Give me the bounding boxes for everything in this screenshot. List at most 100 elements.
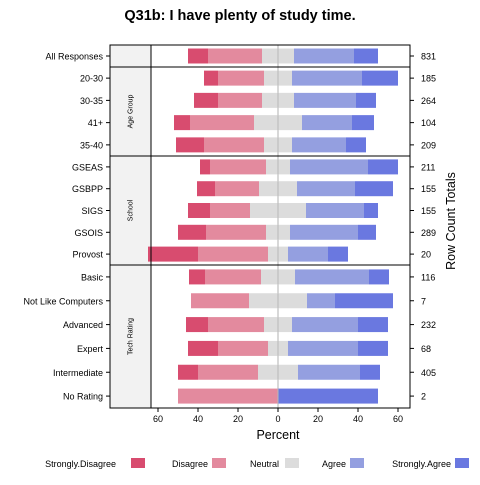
bar-segment-disagree (198, 246, 268, 262)
bar-segment-disagree (206, 224, 266, 240)
bar-segment-strongly-disagree (197, 181, 215, 197)
bar-segment-agree (295, 269, 369, 285)
bar-segment-agree (302, 115, 352, 131)
bar-segment-strongly-disagree (204, 70, 218, 86)
panel-strip (110, 156, 151, 265)
bar-segment-disagree (208, 317, 264, 333)
bar-segment-strongly-agree (352, 115, 374, 131)
panel-strip-label: Age Group (128, 94, 135, 128)
x-tick-label: 60 (153, 414, 163, 424)
bar-segment-strongly-disagree (188, 340, 218, 356)
bar-segment-strongly-agree (358, 224, 376, 240)
bar-segment-agree (290, 224, 358, 240)
bar-segment-disagree (198, 364, 258, 380)
row-label: All Responses (45, 52, 103, 62)
row-label: 20-30 (80, 74, 103, 84)
legend-swatch-disagree (212, 458, 226, 468)
panel-strip (110, 67, 151, 156)
row-total: 232 (421, 320, 436, 330)
row-label: Basic (81, 272, 104, 282)
bar-segment-agree (307, 293, 335, 309)
legend-label: Strongly.Agree (392, 459, 451, 469)
x-tick-label: 40 (353, 414, 363, 424)
panel-strip-label: Tech Rating (128, 318, 135, 355)
bar-segment-agree (292, 317, 358, 333)
bar-segment-disagree (218, 340, 268, 356)
bar-segment-strongly-disagree (200, 159, 210, 175)
bar-segment-strongly-disagree (194, 92, 218, 108)
row-label: GSBPP (72, 184, 103, 194)
x-tick-label: 0 (275, 414, 280, 424)
row-total: 831 (421, 52, 436, 62)
bar-segment-strongly-agree (346, 137, 366, 153)
x-tick-label: 60 (393, 414, 403, 424)
bar-segment-agree (306, 203, 364, 218)
row-total: 155 (421, 184, 436, 194)
row-total: 20 (421, 250, 431, 260)
row-total: 209 (421, 140, 436, 150)
panel-strip-label: School (128, 199, 135, 221)
bar-segment-strongly-agree (354, 48, 378, 64)
bar-segment-strongly-agree (335, 293, 393, 309)
row-total: 104 (421, 118, 436, 128)
row-total: 2 (421, 392, 426, 402)
bar-segment-strongly-disagree (189, 269, 205, 285)
row-label: GSEAS (72, 162, 103, 172)
row-label: Intermediate (53, 368, 103, 378)
legend-label: Strongly.Disagree (45, 459, 116, 469)
bar-segment-strongly-agree (369, 269, 389, 285)
row-total: 116 (421, 272, 435, 282)
bar-segment-disagree (204, 137, 264, 153)
row-label: GSOIS (74, 228, 103, 238)
bar-segment-disagree (215, 181, 259, 197)
row-label: Advanced (63, 320, 103, 330)
row-label: Not Like Computers (23, 296, 103, 306)
bar-segment-strongly-disagree (188, 203, 210, 218)
row-total: 68 (421, 344, 431, 354)
panel-border (109, 264, 411, 409)
bar-segment-strongly-agree (358, 317, 388, 333)
legend-label: Neutral (250, 459, 279, 469)
x-tick-label: 40 (193, 414, 203, 424)
x-axis-label: Percent (256, 428, 300, 442)
row-label: Provost (72, 250, 103, 260)
legend-swatch-strongly-disagree (131, 458, 145, 468)
bar-segment-strongly-agree (328, 246, 348, 262)
bar-segment-agree (294, 92, 356, 108)
row-label: Expert (77, 344, 104, 354)
bar-segment-strongly-disagree (174, 115, 190, 131)
bar-segment-strongly-agree (364, 203, 378, 218)
row-total: 155 (421, 206, 436, 216)
bar-segment-disagree (210, 159, 266, 175)
bar-segment-strongly-agree (358, 340, 388, 356)
right-axis-label: Row Count Totals (444, 172, 458, 270)
row-label: SIGS (81, 206, 103, 216)
bar-segment-strongly-agree (278, 388, 378, 404)
row-label: No Rating (63, 392, 103, 402)
row-total: 289 (421, 228, 436, 238)
bar-segment-disagree (208, 48, 262, 64)
bar-segment-strongly-agree (355, 181, 393, 197)
row-total: 264 (421, 96, 436, 106)
bar-segment-agree (292, 137, 346, 153)
bar-segment-agree (288, 246, 328, 262)
bar-segment-agree (288, 340, 358, 356)
bar-segment-strongly-disagree (188, 48, 208, 64)
bar-segment-agree (294, 48, 354, 64)
bar-segment-agree (297, 181, 355, 197)
bar-segment-strongly-agree (356, 92, 376, 108)
bar-segment-strongly-agree (360, 364, 380, 380)
legend-label: Disagree (172, 459, 208, 469)
bar-segment-agree (292, 70, 362, 86)
bar-segment-disagree (191, 293, 249, 309)
row-label: 35-40 (80, 140, 103, 150)
bar-segment-disagree (218, 92, 262, 108)
row-total: 405 (421, 368, 436, 378)
bar-segment-agree (290, 159, 368, 175)
panel-strip (110, 265, 151, 408)
chart-title: Q31b: I have plenty of study time. (124, 8, 355, 24)
bar-segment-strongly-disagree (176, 137, 204, 153)
